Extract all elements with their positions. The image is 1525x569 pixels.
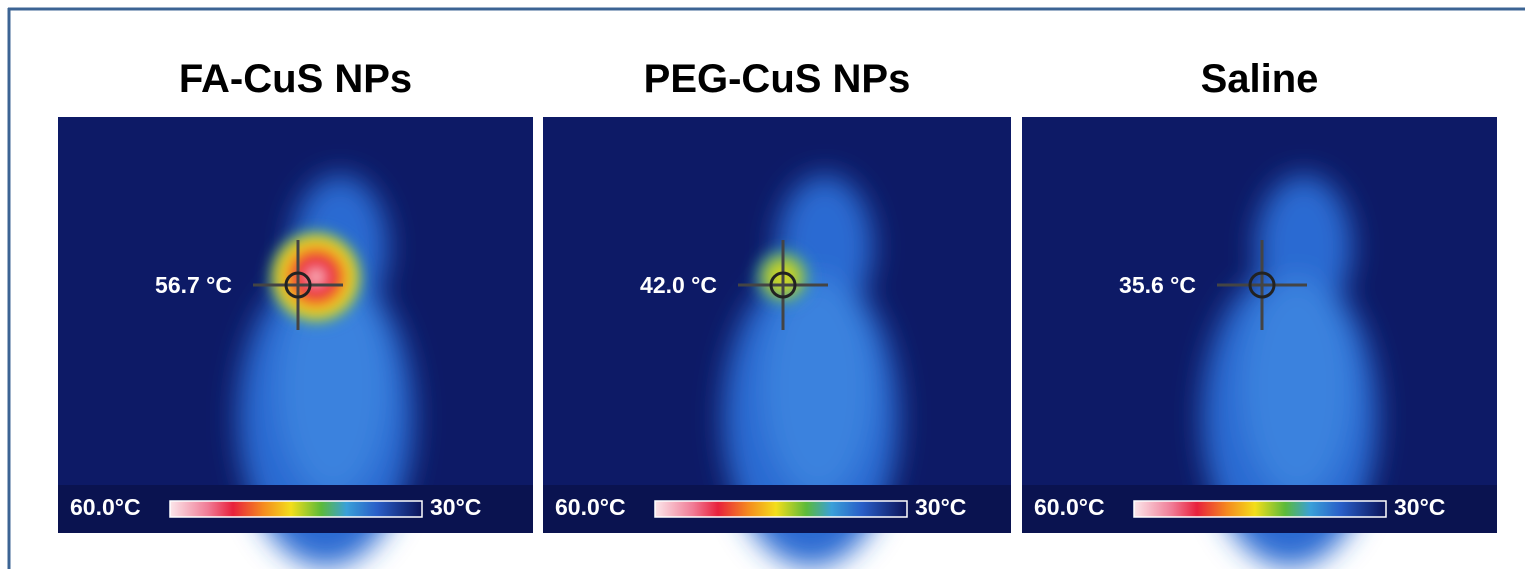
heat-spot <box>264 225 368 329</box>
figure: FA-CuS NPs 56.7 °C 60.0°C 30°C PEG-CuS NPs 42… <box>0 0 1525 569</box>
thermal-image: 42.0 °C 60.0°C 30°C <box>543 117 1011 567</box>
scale-min-label: 30°C <box>430 494 481 520</box>
temperature-label: 56.7 °C <box>155 272 232 298</box>
scale-max-label: 60.0°C <box>70 494 141 520</box>
panel-title: PEG-CuS NPs <box>644 57 911 101</box>
scale-min-label: 30°C <box>1394 494 1445 520</box>
mouse-core <box>1242 277 1352 497</box>
panel-title: FA-CuS NPs <box>179 57 412 101</box>
color-bar <box>1134 501 1386 517</box>
panel-title: Saline <box>1201 57 1319 101</box>
temperature-label: 42.0 °C <box>640 272 717 298</box>
temperature-label: 35.6 °C <box>1119 272 1196 298</box>
color-bar <box>170 501 422 517</box>
scale-max-label: 60.0°C <box>555 494 626 520</box>
scale-min-label: 30°C <box>915 494 966 520</box>
color-bar <box>655 501 907 517</box>
thermal-image: 35.6 °C 60.0°C 30°C <box>1022 117 1497 567</box>
scale-max-label: 60.0°C <box>1034 494 1105 520</box>
thermal-image: 56.7 °C 60.0°C 30°C <box>58 117 533 567</box>
